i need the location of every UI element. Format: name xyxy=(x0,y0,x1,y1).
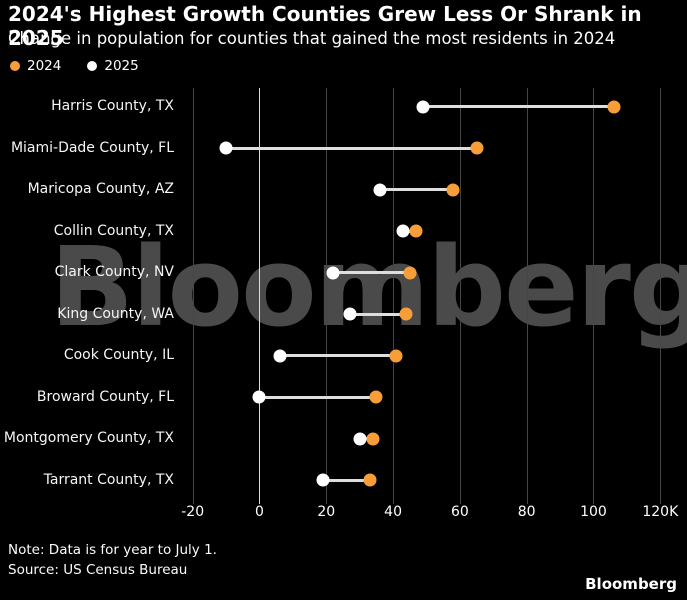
connector-line xyxy=(359,437,374,441)
dot-2024 xyxy=(607,100,621,114)
bloomberg-logo: Bloomberg xyxy=(585,575,677,593)
legend-dot-icon xyxy=(10,61,20,71)
x-tick-label: 0 xyxy=(255,504,264,520)
chart-title: 2024's Highest Growth Counties Grew Less… xyxy=(8,2,642,50)
connector-line xyxy=(379,188,454,192)
chart-row: Miami-Dade County, FL xyxy=(0,128,687,170)
dot-2024 xyxy=(399,307,413,321)
chart-row: Collin County, TX xyxy=(0,211,687,253)
chart-source: Source: US Census Bureau xyxy=(8,562,188,578)
county-label: Clark County, NV xyxy=(54,264,174,280)
county-label: Miami-Dade County, FL xyxy=(10,139,174,156)
connector-line xyxy=(349,312,407,316)
zero-gridline xyxy=(259,88,261,504)
dot-2025 xyxy=(343,307,357,321)
dot-2024 xyxy=(470,141,484,155)
x-tick-label: 120K xyxy=(642,504,679,520)
connector-line xyxy=(403,229,417,233)
chart-legend: 2024 2025 xyxy=(10,58,139,74)
row-track xyxy=(186,252,677,294)
gridline xyxy=(526,88,528,504)
dot-2025 xyxy=(326,266,340,280)
row-track xyxy=(186,460,677,502)
x-tick-label: 40 xyxy=(384,504,402,520)
county-label: King County, WA xyxy=(57,305,174,322)
row-track xyxy=(186,169,677,211)
dot-2024 xyxy=(389,349,403,363)
chart-row: Cook County, IL xyxy=(0,335,687,377)
gridline xyxy=(192,88,194,504)
legend-dot-icon xyxy=(87,61,98,71)
chart-row: Clark County, NV xyxy=(0,252,687,294)
legend-item-2024: 2024 xyxy=(10,58,61,74)
dumbbell-chart: Bloomberg Harris County, TX Miami-Dade Co… xyxy=(0,86,687,504)
chart-rows: Harris County, TX Miami-Dade County, FL Ma… xyxy=(0,86,687,501)
county-label: Collin County, TX xyxy=(53,222,174,239)
connector-line xyxy=(322,478,370,482)
chart-row: Montgomery County, TX xyxy=(0,418,687,460)
bloomberg-watermark: Bloomberg xyxy=(50,223,687,351)
dot-2024 xyxy=(363,473,377,487)
gridline xyxy=(593,88,595,504)
gridline-layer xyxy=(186,88,677,504)
row-track xyxy=(186,128,677,170)
row-track xyxy=(186,294,677,336)
row-track xyxy=(186,211,677,253)
dot-2025 xyxy=(373,183,387,197)
x-tick-label: 80 xyxy=(517,504,536,520)
connector-line xyxy=(226,146,477,150)
legend-item-2025: 2025 xyxy=(87,58,139,74)
legend-label: 2025 xyxy=(104,58,139,74)
connector-line xyxy=(423,105,614,109)
row-track xyxy=(186,418,677,460)
chart-note: Note: Data is for year to July 1. xyxy=(8,542,217,558)
dot-2025 xyxy=(353,432,367,446)
dot-2024 xyxy=(403,266,417,280)
connector-line xyxy=(259,395,377,399)
dot-2025 xyxy=(273,349,287,363)
chart-footer: Note: Data is for year to July 1. Source… xyxy=(8,540,217,580)
dot-2024 xyxy=(369,390,383,404)
county-label: Broward County, FL xyxy=(36,388,174,405)
connector-line xyxy=(332,271,410,275)
county-label: Maricopa County, AZ xyxy=(27,181,174,197)
dot-2025 xyxy=(219,141,233,155)
dot-2025 xyxy=(252,390,266,404)
legend-label: 2024 xyxy=(27,58,62,74)
dot-2024 xyxy=(409,224,423,238)
county-label: Tarrant County, TX xyxy=(43,471,174,488)
county-label: Montgomery County, TX xyxy=(3,430,174,446)
chart-subtitle: Change in population for counties that g… xyxy=(8,29,616,48)
dot-2025 xyxy=(316,473,330,487)
x-tick-label: 100 xyxy=(580,504,607,520)
dot-2025 xyxy=(396,224,410,238)
x-tick-label: 60 xyxy=(450,504,469,520)
row-track xyxy=(186,86,677,128)
county-label: Cook County, IL xyxy=(63,347,174,363)
chart-row: Broward County, FL xyxy=(0,377,687,419)
x-tick-label: -20 xyxy=(181,504,205,520)
x-tick-label: 20 xyxy=(317,504,336,520)
dot-2024 xyxy=(446,183,460,197)
x-axis: -20 0 20 40 60 80 100 120K xyxy=(181,501,679,523)
gridline xyxy=(326,88,328,504)
chart-row: Harris County, TX xyxy=(0,86,687,128)
row-track xyxy=(186,377,677,419)
dot-2024 xyxy=(366,432,380,446)
dot-2025 xyxy=(416,100,430,114)
gridline xyxy=(393,88,395,504)
gridline xyxy=(660,88,662,504)
chart-row: Maricopa County, AZ xyxy=(0,169,687,211)
connector-line xyxy=(279,354,397,358)
chart-row: King County, WA xyxy=(0,294,687,336)
chart-row: Tarrant County, TX xyxy=(0,460,687,502)
county-label: Harris County, TX xyxy=(51,98,174,114)
row-track xyxy=(186,335,677,377)
gridline xyxy=(459,88,461,504)
